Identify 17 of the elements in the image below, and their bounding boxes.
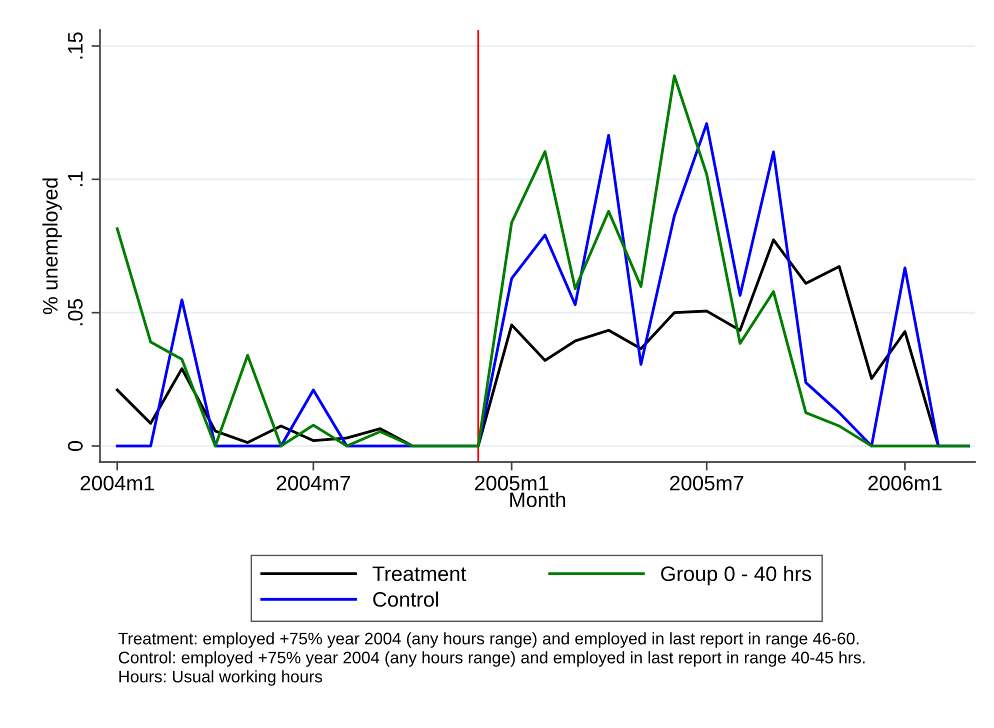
x-tick-label: 2005m7 <box>670 476 744 490</box>
legend-label: Group 0 - 40 hrs <box>661 566 812 586</box>
legend-label: Treatment <box>372 566 466 582</box>
y-axis-title: % unemployed <box>42 178 62 314</box>
text: Control: employed +75% year 2004 (any hours range) and employed in last report in range 40-45 hrs. <box>118 651 865 667</box>
x-tick-label: 2006m1 <box>868 476 942 490</box>
legend-label: Control <box>373 592 438 607</box>
y-tick-label: .15 <box>68 32 83 59</box>
y-tick-label: .05 <box>68 299 83 326</box>
y-tick-label: 0 <box>68 441 83 451</box>
y-tick-label: .1 <box>68 172 82 186</box>
x-tick-label: 2004m1 <box>80 476 154 490</box>
x-tick-label: 2004m7 <box>276 476 350 490</box>
x-axis-title: Month <box>510 492 566 508</box>
text: Treatment: employed +75% year 2004 (any hours range) and employed in last report in range 46-60. <box>118 632 858 648</box>
text: Hours: Usual working hours <box>119 670 322 686</box>
x-tick-label: 2005m1 <box>475 476 548 490</box>
